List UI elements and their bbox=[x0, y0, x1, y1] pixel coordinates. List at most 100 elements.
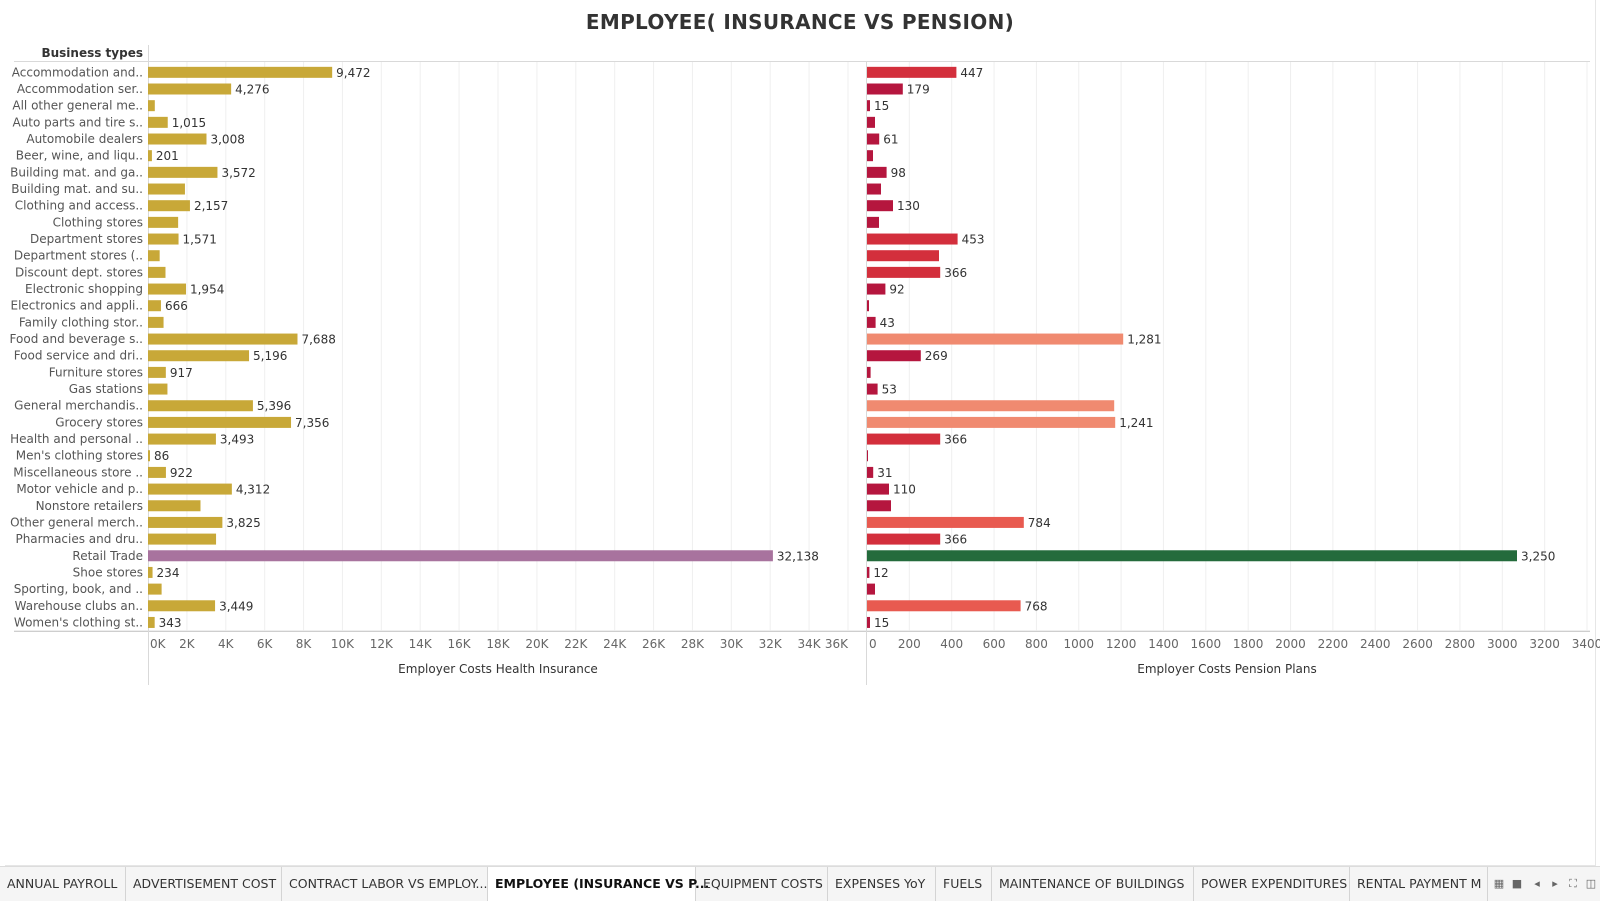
insurance-bar bbox=[148, 200, 190, 212]
insurance-bar bbox=[148, 533, 217, 545]
insurance-bar bbox=[148, 150, 152, 162]
insurance-bar bbox=[148, 400, 253, 412]
x-tick-label: 2800 bbox=[1445, 637, 1476, 651]
tab-power-expenditures[interactable]: POWER EXPENDITURES bbox=[1194, 867, 1350, 901]
insurance-data-label: 343 bbox=[159, 616, 182, 630]
pension-bar bbox=[867, 416, 1116, 428]
insurance-bar bbox=[148, 300, 161, 312]
pension-bar bbox=[867, 166, 887, 178]
x-tick-label: 3200 bbox=[1529, 637, 1560, 651]
x-tick-label: 200 bbox=[898, 637, 921, 651]
previous-icon[interactable]: ◂ bbox=[1534, 877, 1540, 890]
pension-bar bbox=[867, 483, 889, 495]
presentation-icon[interactable]: ◫ bbox=[1585, 877, 1597, 890]
insurance-data-label: 3,493 bbox=[220, 433, 254, 447]
filmstrip-icon[interactable]: ■ bbox=[1511, 877, 1523, 890]
x-tick-label: 1000 bbox=[1063, 637, 1094, 651]
tab-equipment-costs[interactable]: EQUIPMENT COSTS bbox=[696, 867, 828, 901]
x-tick-label: 1800 bbox=[1233, 637, 1264, 651]
insurance-bar bbox=[148, 466, 166, 478]
insurance-data-label: 7,688 bbox=[301, 333, 335, 347]
insurance-bar bbox=[148, 583, 162, 595]
insurance-bar bbox=[148, 416, 292, 428]
pension-bar bbox=[867, 283, 886, 295]
x-axis-title: Employer Costs Health Insurance bbox=[398, 662, 598, 676]
pension-bar bbox=[867, 466, 874, 478]
tab-rental-payment[interactable]: RENTAL PAYMENT M bbox=[1350, 867, 1488, 901]
tab-contract-labor[interactable]: CONTRACT LABOR VS EMPLOY... bbox=[282, 867, 488, 901]
x-tick-label: 0K bbox=[150, 637, 167, 651]
pension-data-label: 269 bbox=[925, 349, 948, 363]
pension-bar bbox=[867, 216, 879, 228]
insurance-data-label: 7,356 bbox=[295, 416, 329, 430]
insurance-data-label: 1,954 bbox=[190, 283, 224, 297]
pension-data-label: 366 bbox=[944, 533, 967, 547]
insurance-data-label: 922 bbox=[170, 466, 193, 480]
x-tick-label: 30K bbox=[720, 637, 744, 651]
pension-bar bbox=[867, 316, 876, 328]
insurance-bar bbox=[148, 333, 298, 345]
insurance-data-label: 2,157 bbox=[194, 199, 228, 213]
category-label: Discount dept. stores bbox=[15, 265, 143, 279]
insurance-data-label: 917 bbox=[170, 366, 193, 380]
category-label: Other general merch.. bbox=[10, 515, 143, 529]
tab-annual-payroll[interactable]: ANNUAL PAYROLL bbox=[0, 867, 126, 901]
category-label: Electronic shopping bbox=[25, 282, 143, 296]
category-label: Health and personal .. bbox=[10, 432, 143, 446]
x-tick-label: 34K bbox=[798, 637, 822, 651]
fullscreen-icon[interactable]: ⛶ bbox=[1569, 877, 1577, 890]
insurance-bar bbox=[148, 350, 250, 362]
pension-bar bbox=[867, 600, 1021, 612]
grid-view-icon[interactable]: ▦ bbox=[1493, 877, 1505, 890]
category-label: Miscellaneous store .. bbox=[13, 465, 143, 479]
x-tick-label: 12K bbox=[370, 637, 394, 651]
x-tick-label: 2400 bbox=[1360, 637, 1391, 651]
x-tick-label: 22K bbox=[564, 637, 588, 651]
next-icon[interactable]: ▸ bbox=[1552, 877, 1558, 890]
category-label: Pharmacies and dru.. bbox=[15, 532, 143, 546]
x-tick-label: 3000 bbox=[1487, 637, 1518, 651]
insurance-bar bbox=[148, 116, 168, 128]
insurance-data-label: 1,015 bbox=[172, 116, 206, 130]
chart-title: EMPLOYEE( INSURANCE VS PENSION) bbox=[585, 10, 1015, 34]
tab-advertisement-cost[interactable]: ADVERTISEMENT COST bbox=[126, 867, 282, 901]
category-label: Electronics and appli.. bbox=[11, 299, 144, 313]
pension-bar bbox=[867, 550, 1517, 562]
pension-data-label: 53 bbox=[882, 383, 897, 397]
insurance-bar bbox=[148, 500, 201, 512]
insurance-bar bbox=[148, 600, 216, 612]
pension-bar bbox=[867, 200, 893, 212]
pension-bar bbox=[867, 500, 891, 512]
tab-maintenance-of-buildings[interactable]: MAINTENANCE OF BUILDINGS bbox=[992, 867, 1194, 901]
insurance-data-label: 5,396 bbox=[257, 399, 291, 413]
x-axis-title: Employer Costs Pension Plans bbox=[1137, 662, 1316, 676]
pension-data-label: 768 bbox=[1025, 599, 1048, 613]
insurance-data-label: 3,449 bbox=[219, 599, 253, 613]
insurance-data-label: 4,312 bbox=[236, 483, 270, 497]
x-tick-label: 2200 bbox=[1318, 637, 1349, 651]
category-label: Department stores bbox=[30, 232, 143, 246]
tab-employee-insurance-pension[interactable]: EMPLOYEE (INSURANCE VS P... bbox=[488, 867, 709, 901]
pension-bar bbox=[867, 583, 875, 595]
category-label: Department stores (.. bbox=[14, 249, 143, 263]
x-tick-label: 18K bbox=[486, 637, 510, 651]
insurance-bar bbox=[148, 283, 186, 295]
tab-expenses-yoy[interactable]: EXPENSES YoY bbox=[828, 867, 936, 901]
pension-bar bbox=[867, 333, 1124, 345]
pension-bar bbox=[867, 100, 870, 112]
pension-data-label: 784 bbox=[1028, 516, 1051, 530]
insurance-bar bbox=[148, 516, 223, 528]
x-tick-label: 26K bbox=[642, 637, 666, 651]
x-tick-label: 2600 bbox=[1402, 637, 1433, 651]
pension-bar bbox=[867, 450, 868, 462]
tab-fuels[interactable]: FUELS bbox=[936, 867, 992, 901]
x-tick-label: 2000 bbox=[1275, 637, 1306, 651]
pension-bar bbox=[867, 266, 941, 278]
x-tick-label: 4K bbox=[218, 637, 235, 651]
insurance-bar bbox=[148, 383, 168, 395]
x-tick-label: 6K bbox=[257, 637, 274, 651]
pension-data-label: 15 bbox=[874, 99, 889, 113]
pension-data-label: 179 bbox=[907, 83, 930, 97]
pension-bar bbox=[867, 116, 875, 128]
category-label: Women's clothing st.. bbox=[14, 615, 143, 629]
